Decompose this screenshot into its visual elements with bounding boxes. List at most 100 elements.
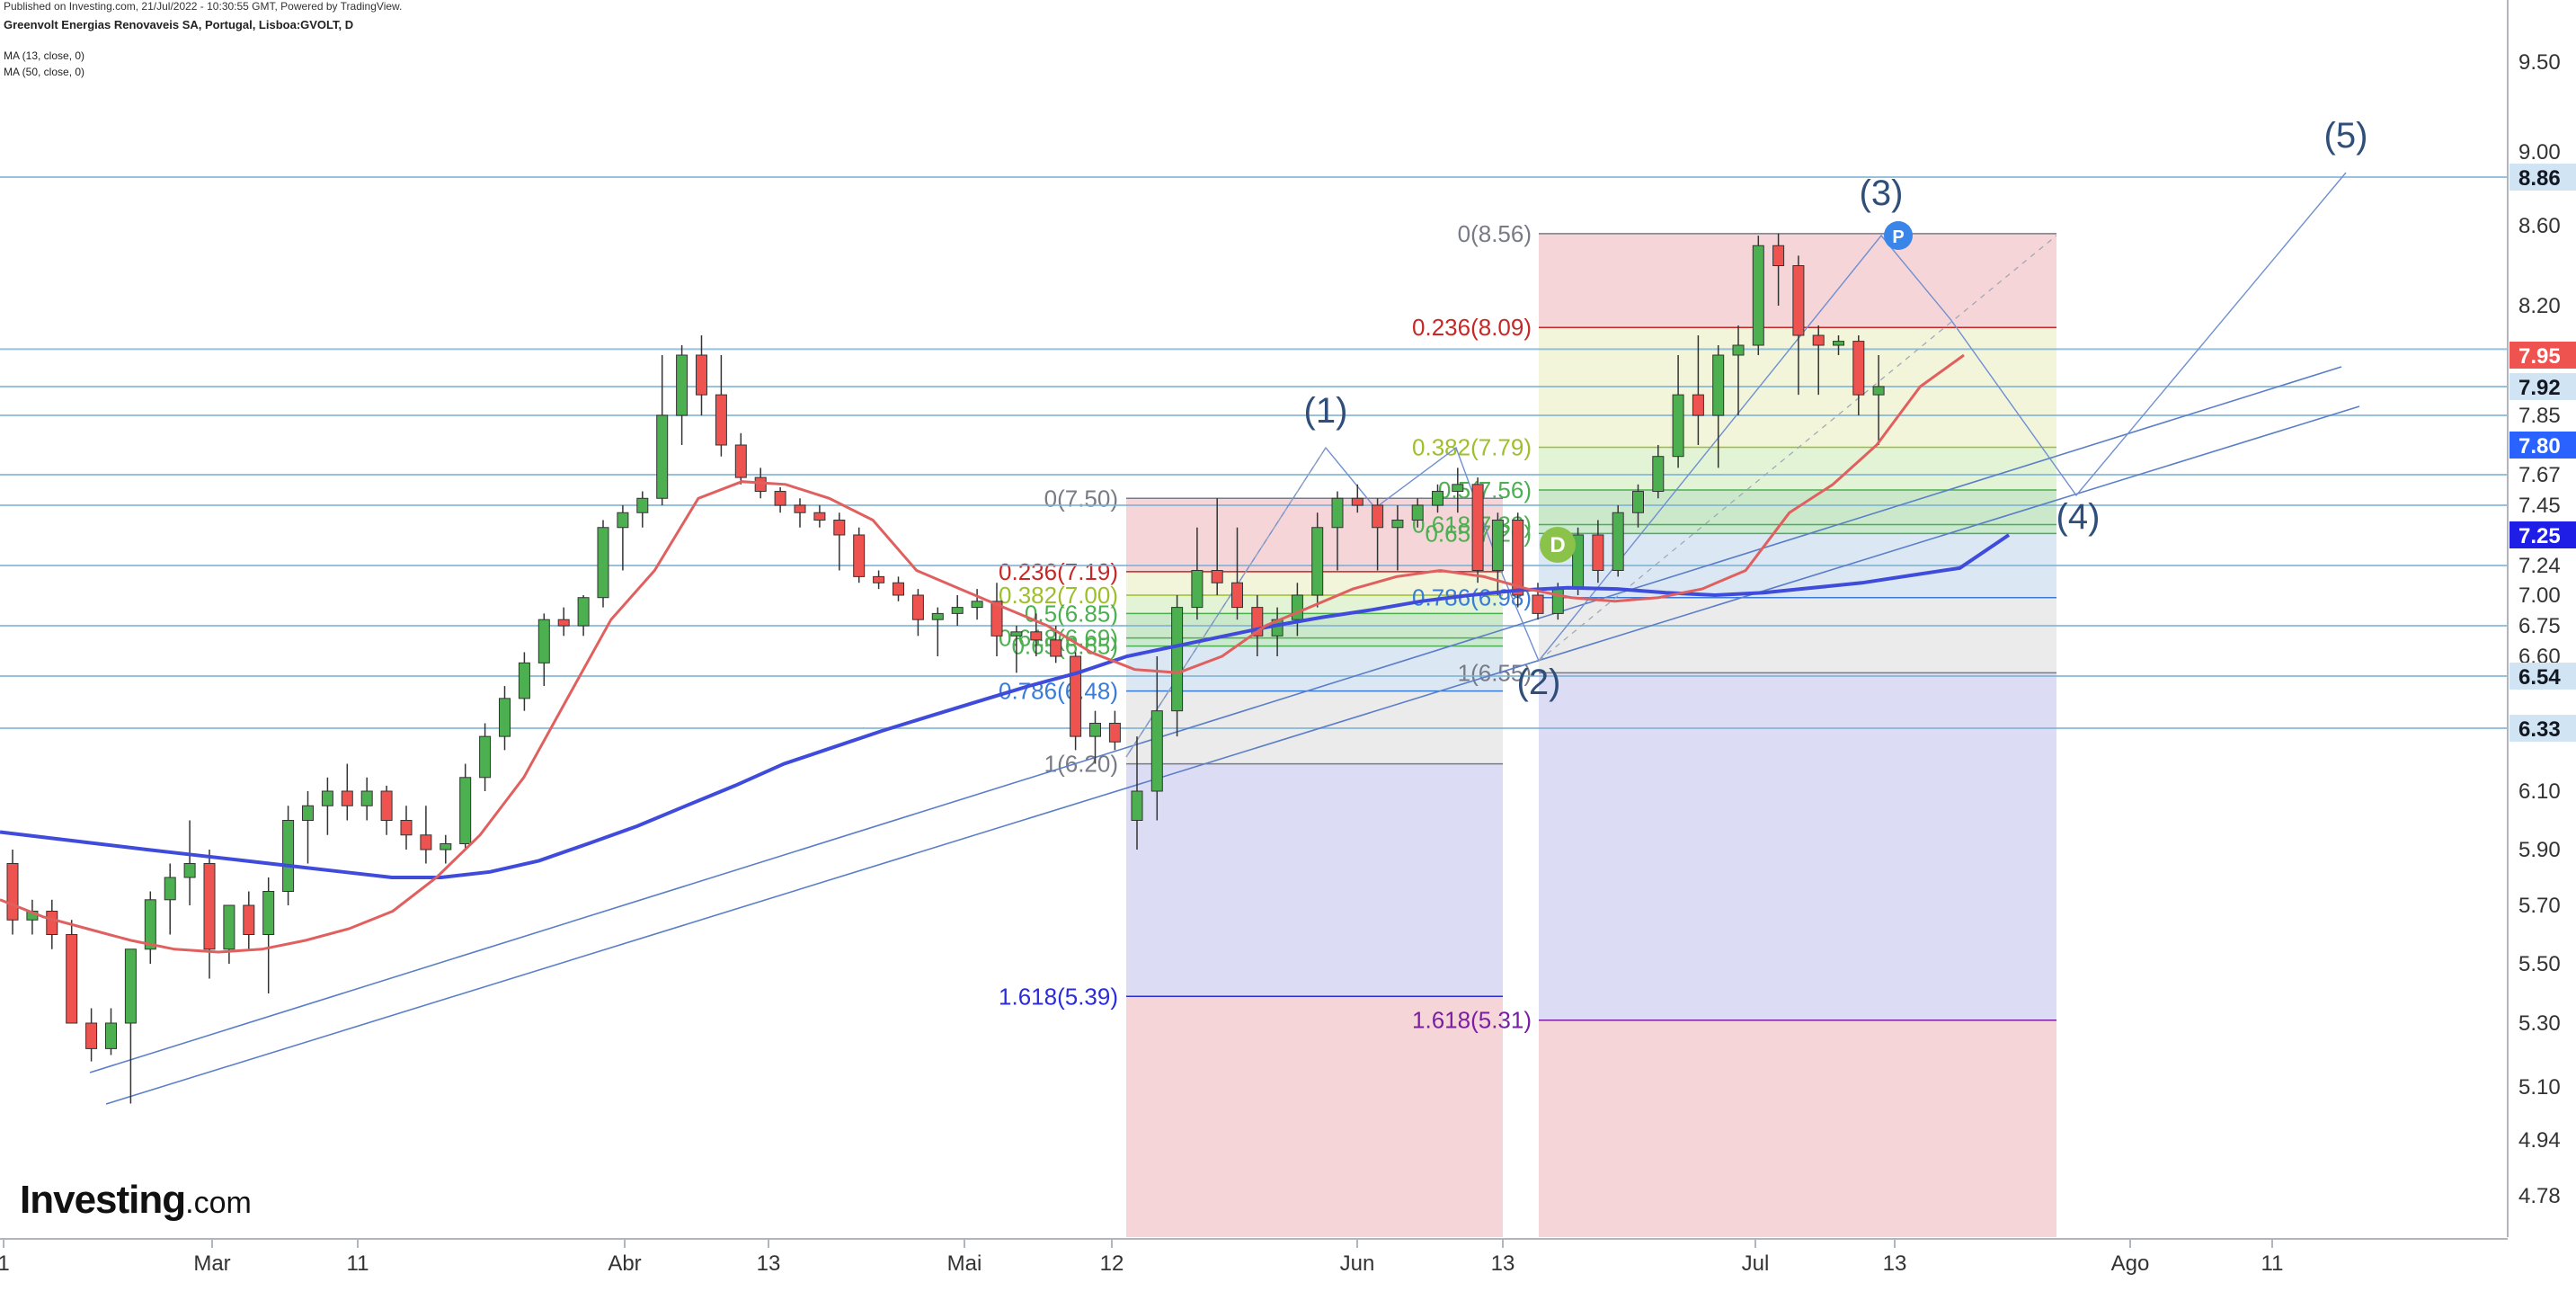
- candle-body: [1211, 570, 1223, 583]
- ma-13-legend[interactable]: MA (13, close, 0): [4, 49, 85, 62]
- price-tick-label: 5.10: [2518, 1075, 2561, 1100]
- candle-body: [518, 662, 530, 699]
- candle-body: [380, 790, 393, 821]
- fib-level-label: 0.236(7.19): [999, 558, 1118, 585]
- price-tick-label: 5.30: [2518, 1011, 2561, 1036]
- candle-body: [440, 843, 452, 850]
- time-tick-label: Mai: [947, 1251, 982, 1276]
- candle-body: [931, 612, 944, 620]
- candle-body: [813, 512, 826, 521]
- candle-body: [321, 790, 333, 806]
- trend-lines: [89, 172, 2360, 1105]
- fib-band: [1539, 1020, 2056, 1237]
- candle-body: [1411, 504, 1424, 521]
- candle-body: [1010, 631, 1023, 637]
- candle-body: [656, 414, 669, 499]
- candle-body: [223, 904, 235, 950]
- candle-body: [1612, 512, 1624, 571]
- price-tick-label: 9.50: [2518, 50, 2561, 75]
- logo-suffix: .com: [185, 1186, 252, 1220]
- candle-body: [1108, 722, 1121, 743]
- price-label-text: 7.80: [2518, 434, 2561, 459]
- price-label-box: [2509, 164, 2576, 191]
- candle-body: [893, 582, 904, 596]
- candle-body: [1150, 710, 1163, 792]
- price-label-box: [2509, 432, 2576, 459]
- time-tick-label: Jun: [1340, 1251, 1375, 1276]
- candle-body: [676, 354, 688, 416]
- elliott-wave-label: (5): [2324, 116, 2368, 156]
- price-tick-label: 5.70: [2518, 894, 2561, 918]
- marker-label: P: [1892, 227, 1904, 247]
- candle-body: [459, 777, 472, 844]
- time-tick-label: 11: [347, 1251, 369, 1276]
- candle-body: [617, 512, 629, 529]
- logo-text: Investing: [20, 1178, 186, 1222]
- candle-body: [1551, 588, 1564, 614]
- candle-body: [282, 820, 295, 892]
- candle-body: [1171, 607, 1184, 712]
- candle-body: [124, 948, 137, 1024]
- candle-body: [243, 904, 255, 935]
- candle-body: [1070, 655, 1082, 737]
- elliott-wave-label: (4): [2056, 497, 2101, 537]
- price-tick-label: 9.00: [2518, 140, 2561, 165]
- marker-circle: [1540, 527, 1576, 563]
- candle-body: [1512, 520, 1524, 596]
- candle-body: [262, 891, 275, 935]
- fib-band: [1126, 763, 1503, 997]
- candle-body: [360, 790, 373, 806]
- candle-body: [341, 790, 353, 806]
- price-label-text: 7.25: [2518, 524, 2561, 548]
- candle-body: [853, 534, 866, 577]
- candle-body: [6, 863, 19, 921]
- fib-level-label: 0.236(8.09): [1412, 314, 1532, 341]
- candle-body: [105, 1022, 117, 1049]
- candle-body: [302, 805, 314, 821]
- candle-body: [1672, 394, 1684, 458]
- candle-body: [1692, 394, 1704, 416]
- candle-body: [164, 877, 176, 901]
- fib-band: [1126, 996, 1503, 1237]
- time-axis: 1 Mar 11 Abr 13 Mai 12 Jun 13 Jul 13 Ago 11: [0, 1238, 2508, 1276]
- candle-body: [1712, 354, 1725, 416]
- candle-body: [577, 597, 590, 627]
- price-label-box: [2509, 663, 2576, 690]
- fib-level-label: 0(7.50): [1044, 485, 1118, 512]
- time-tick-label: Ago: [2111, 1251, 2150, 1276]
- candle-body: [696, 354, 707, 396]
- candle-body: [911, 594, 924, 620]
- price-label-text: 6.33: [2518, 717, 2561, 742]
- candle-body: [715, 394, 727, 446]
- candle-body: [1652, 456, 1665, 493]
- price-tick-label: 7.45: [2518, 494, 2561, 518]
- candle-body: [1772, 245, 1785, 266]
- trend-channel-lower: [105, 405, 2360, 1105]
- ma-50-legend[interactable]: MA (50, close, 0): [4, 66, 85, 78]
- candle-body: [203, 863, 216, 950]
- candle-body: [1833, 341, 1844, 346]
- candle-body: [774, 491, 786, 506]
- price-label-box: [2509, 521, 2576, 548]
- candle-body: [1231, 582, 1243, 609]
- ma-13-line: [0, 353, 1965, 954]
- elliott-wave-path: [1125, 172, 2347, 758]
- candle-body: [499, 698, 511, 737]
- price-label-text: 7.95: [2518, 344, 2561, 369]
- candle-body: [1632, 491, 1644, 513]
- fib-level-label: 1.618(5.31): [1412, 1007, 1532, 1034]
- marker-circle: [1884, 221, 1913, 250]
- candle-body: [1291, 594, 1303, 620]
- elliott-wave-label: (2): [1517, 663, 1561, 702]
- time-tick-label: 1: [0, 1251, 10, 1276]
- candle-body: [1331, 497, 1344, 529]
- fib-band: [1539, 524, 2056, 534]
- candle-body: [400, 820, 413, 836]
- candle-body: [1471, 484, 1484, 571]
- candle-body: [1872, 386, 1885, 396]
- marker-label: D: [1550, 533, 1565, 557]
- price-tick-label: 5.90: [2518, 838, 2561, 862]
- price-tick-label: 8.60: [2518, 214, 2561, 238]
- price-label-box: [2509, 715, 2576, 742]
